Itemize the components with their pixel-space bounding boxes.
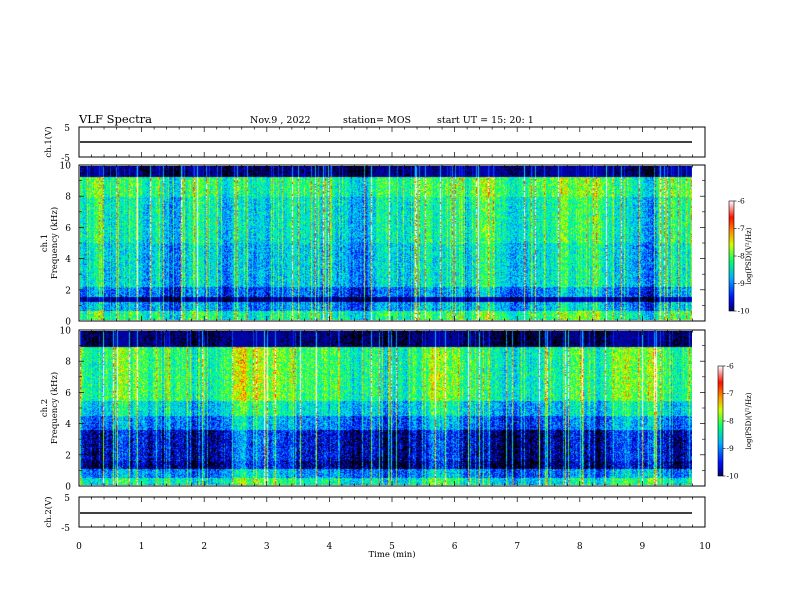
ch1-colorbar-label: log(PSD)(V²/Hz) (745, 227, 753, 284)
ch2-ylabel-channel: ch.2 (40, 399, 50, 417)
frequency-tick-label: 4 (65, 255, 71, 265)
colorbar-tick-label: -8 (738, 252, 746, 261)
ch1-ytick-bottom: -5 (61, 154, 70, 164)
frequency-tick-label: 6 (65, 389, 71, 399)
frequency-tick-label: 10 (60, 327, 72, 337)
frequency-tick-label: 0 (65, 318, 71, 328)
frequency-tick-label: 8 (65, 358, 71, 368)
time-tick-label: 3 (264, 542, 270, 552)
ch1-ytick-top: 5 (64, 124, 70, 134)
frequency-tick-label: 4 (65, 420, 71, 430)
start-time-label: start UT = 15: 20: 1 (437, 115, 534, 126)
frequency-tick-label: 0 (65, 483, 71, 493)
time-tick-label: 1 (139, 542, 145, 552)
time-axis-label: Time (min) (368, 549, 415, 560)
time-tick-label: 5 (389, 542, 395, 552)
colorbar-tick-label: -9 (738, 279, 746, 288)
ch2-ylabel-frequency: Frequency (kHz) (49, 372, 60, 444)
frequency-tick-label: 2 (65, 286, 71, 296)
ch2-waveform-panel: 5 -5 ch.2(V) (43, 494, 706, 534)
ch1-ylabel-frequency: Frequency (kHz) (49, 207, 60, 279)
time-tick-label: 9 (640, 542, 646, 552)
ch1-colorbar: -6 -7 -8 -9 -10 log(PSD)(V²/Hz) (728, 197, 753, 316)
ch1-ylabel-channel: ch.1 (40, 234, 50, 252)
ch1-waveform-panel: 5 -5 ch.1(V) (43, 124, 706, 164)
ch1-frequency-ticks: 0 2 4 6 8 10 (60, 162, 705, 328)
time-tick-label: 0 (76, 542, 82, 552)
colorbar-tick-label: -9 (727, 444, 735, 453)
ch2-colorbar-label: log(PSD)(V²/Hz) (745, 392, 753, 449)
header: VLF Spectra Nov.9 , 2022 station= MOS st… (78, 112, 534, 126)
ch2-colorbar-ticks: -6 -7 -8 -9 -10 (723, 362, 739, 481)
ch2-frequency-ticks: 0 2 4 6 8 10 (60, 327, 705, 493)
ch2-ytick-top: 5 (64, 494, 70, 504)
time-tick-label: 6 (452, 542, 458, 552)
figure-title: VLF Spectra (78, 112, 152, 126)
colorbar-tick-label: -8 (727, 417, 735, 426)
frequency-tick-label: 2 (65, 451, 71, 461)
colorbar-tick-label: -6 (727, 362, 735, 371)
ch2-ytick-bottom: -5 (61, 524, 70, 534)
station-label: station= MOS (343, 115, 411, 126)
ch2-spectrogram-panel: 0 2 4 6 8 10 ch.2 Frequency (kHz) (40, 327, 706, 493)
ch1-spectrogram-image (80, 166, 692, 320)
colorbar-tick-label: -6 (738, 197, 746, 206)
time-tick-label: 7 (514, 542, 520, 552)
ch1-colorbar-ticks: -6 -7 -8 -9 -10 (734, 197, 750, 316)
time-axis-tick-labels: 0 1 2 3 4 5 6 7 8 9 10 (76, 542, 711, 552)
ch2-waveform-ylabel: ch.2(V) (43, 496, 54, 527)
time-tick-label: 8 (577, 542, 583, 552)
time-tick-label: 4 (327, 542, 333, 552)
colorbar-tick-label: -7 (738, 224, 746, 233)
time-tick-marks (78, 127, 706, 527)
ch1-spectrogram-panel: 0 2 4 6 8 10 ch.1 Frequency (kHz) (40, 162, 706, 328)
time-tick-label: 10 (699, 542, 711, 552)
frequency-tick-label: 8 (65, 193, 71, 203)
colorbar-tick-label: -10 (727, 472, 739, 481)
colorbar-tick-label: -10 (738, 307, 750, 316)
date-label: Nov.9 , 2022 (250, 115, 311, 126)
frequency-tick-label: 10 (60, 162, 72, 172)
ch1-waveform-ylabel: ch.1(V) (43, 126, 54, 157)
ch2-colorbar: -6 -7 -8 -9 -10 log(PSD)(V²/Hz) (717, 362, 753, 481)
ch2-spectrogram-image (80, 331, 692, 485)
frequency-tick-label: 6 (65, 224, 71, 234)
time-tick-label: 2 (201, 542, 207, 552)
colorbar-tick-label: -7 (727, 389, 735, 398)
